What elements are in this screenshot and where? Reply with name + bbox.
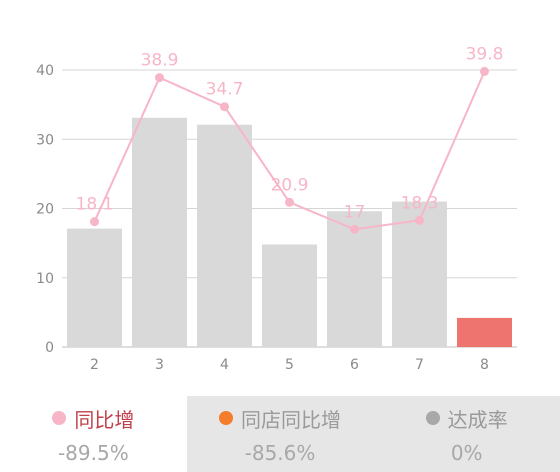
line-point [90, 217, 99, 227]
tab-value: -85.6% [244, 441, 316, 465]
line-point [220, 102, 229, 112]
data-label: 20.9 [271, 175, 309, 195]
data-label: 34.7 [206, 80, 244, 100]
y-tick-label: 10 [36, 271, 54, 287]
metric-tab-bar: 同比增 -89.5% 同店同比增 -85.6% 达成率 0% [0, 396, 560, 472]
bar [392, 201, 447, 347]
data-label: 17 [344, 202, 366, 222]
tab-value: 0% [450, 441, 483, 465]
legend-dot-pink-icon [52, 411, 67, 425]
bar [262, 244, 317, 347]
combo-chart: 0 10 20 30 40 2 3 4 5 6 7 8 18.1 38.9 34.7 20.9 17 18.3 39… [36, 44, 517, 373]
x-tick-label: 2 [90, 357, 99, 373]
legend-dot-orange-icon [219, 411, 233, 425]
data-label: 38.9 [141, 51, 179, 71]
line-point [350, 224, 359, 234]
y-tick-label: 40 [36, 63, 54, 79]
data-label: 39.8 [466, 44, 504, 64]
tab-value: -89.5% [57, 441, 129, 465]
x-tick-label: 6 [350, 357, 359, 373]
y-tick-label: 0 [45, 340, 54, 356]
y-tick-label: 30 [36, 132, 54, 148]
line-point [480, 66, 489, 76]
tab-achievement-rate[interactable]: 达成率 0% [373, 396, 560, 472]
line-point [155, 73, 164, 83]
x-tick-label: 7 [415, 357, 424, 373]
tab-yoy-growth[interactable]: 同比增 -89.5% [0, 396, 187, 472]
line-point [415, 215, 424, 225]
bar [197, 124, 252, 348]
y-tick-label: 20 [36, 202, 54, 218]
data-label: 18.3 [401, 193, 439, 213]
line-point [285, 197, 294, 207]
bar [67, 228, 122, 347]
legend-dot-gray-icon [425, 411, 440, 425]
x-tick-label: 3 [155, 357, 164, 373]
tab-same-store-yoy-growth[interactable]: 同店同比增 -85.6% [187, 396, 374, 472]
bar [327, 211, 382, 347]
x-tick-label: 4 [220, 357, 229, 373]
tab-label: 同比增 [74, 407, 135, 432]
tab-label: 达成率 [447, 407, 508, 432]
bar [132, 117, 187, 347]
x-tick-label: 8 [480, 357, 489, 373]
tab-label: 同店同比增 [241, 407, 341, 432]
x-tick-label: 5 [285, 357, 294, 373]
data-label: 18.1 [76, 195, 114, 215]
bar [457, 317, 512, 347]
